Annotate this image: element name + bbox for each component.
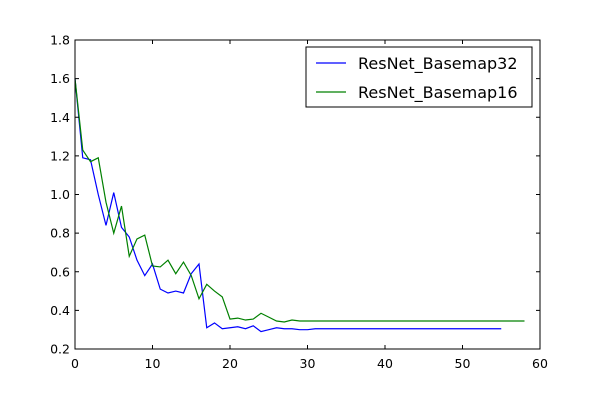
y-tick-label: 1.4 [50, 110, 70, 125]
plot-area [74, 78, 525, 333]
y-tick-label: 0.8 [50, 226, 70, 241]
series-line-2 [74, 78, 525, 323]
legend: ResNet_Basemap32 ResNet_Basemap16 [305, 46, 533, 108]
y-tick-label: 0.6 [50, 264, 70, 279]
legend-box [305, 46, 533, 108]
series-line-1 [74, 78, 502, 333]
y-tick-label: 1.8 [50, 33, 70, 48]
x-tick-label: 60 [532, 356, 548, 371]
x-tick-label: 40 [377, 356, 393, 371]
x-tick-label: 10 [145, 356, 161, 371]
y-tick-label: 0.4 [50, 303, 70, 318]
x-tick-label: 50 [455, 356, 471, 371]
axis-ticks: 0 10 20 30 40 50 60 0.2 0.4 0.6 0.8 1.0 1.2 1.4 1.6 1.8 [50, 33, 548, 372]
y-tick-label: 0.2 [50, 342, 70, 357]
x-tick-label: 30 [300, 356, 316, 371]
x-tick-label: 20 [222, 356, 238, 371]
y-tick-label: 1.0 [50, 187, 70, 202]
x-tick-label: 0 [71, 356, 79, 371]
y-tick-label: 1.6 [50, 71, 70, 86]
legend-label-1: ResNet_Basemap32 [358, 54, 518, 74]
legend-label-2: ResNet_Basemap16 [358, 83, 518, 103]
y-tick-label: 1.2 [50, 148, 70, 163]
